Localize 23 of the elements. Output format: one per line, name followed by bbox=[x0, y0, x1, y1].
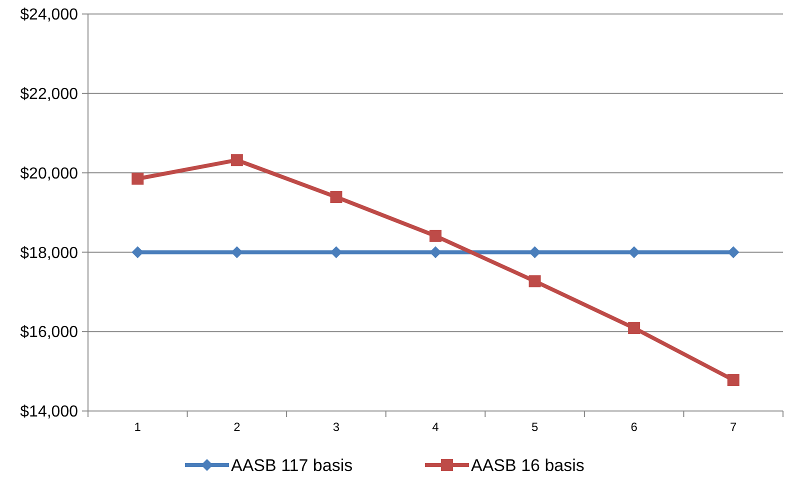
y-tick-label: $14,000 bbox=[20, 404, 78, 421]
y-tick-label: $20,000 bbox=[20, 165, 78, 182]
x-tick-label: 5 bbox=[531, 420, 538, 434]
legend-label: AASB 117 basis bbox=[231, 456, 353, 475]
point bbox=[430, 246, 442, 258]
point bbox=[628, 322, 640, 334]
x-tick-label: 6 bbox=[630, 420, 638, 434]
legend-label: AASB 16 basis bbox=[471, 456, 584, 475]
point bbox=[132, 172, 144, 185]
point bbox=[727, 374, 740, 386]
point bbox=[528, 275, 541, 288]
y-tick-label: $16,000 bbox=[20, 324, 78, 342]
y-tick-label: $18,000 bbox=[20, 244, 78, 262]
y-tick-label: $22,000 bbox=[20, 86, 78, 103]
point bbox=[430, 230, 442, 242]
x-tick-label: 7 bbox=[730, 420, 738, 434]
x-tick-label: 3 bbox=[332, 420, 340, 434]
point bbox=[330, 191, 342, 204]
y-tick-label: $24,000 bbox=[20, 6, 78, 24]
x-tick-label: 4 bbox=[432, 420, 440, 434]
point bbox=[230, 154, 243, 166]
x-tick-label: 2 bbox=[234, 420, 241, 434]
x-tick-label: 1 bbox=[134, 420, 142, 434]
